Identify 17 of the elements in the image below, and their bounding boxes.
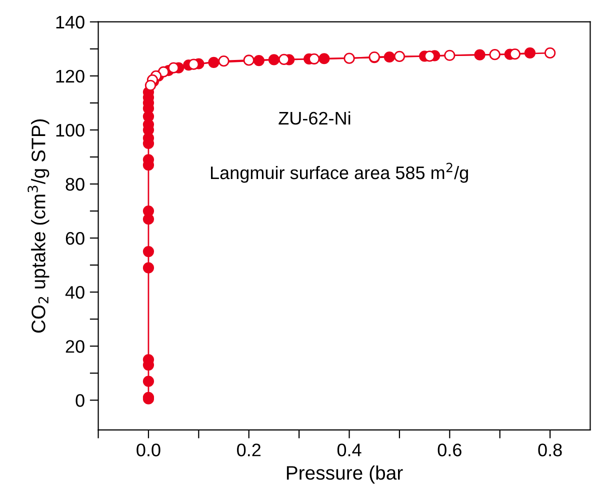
x-tick-label: 0.4 [337, 444, 362, 456]
y-tick-label: 100 [56, 124, 84, 137]
annotation: ZU-62-Ni [278, 111, 350, 125]
x-tick-label: 0.8 [538, 444, 562, 456]
x-tick-label: 0.6 [438, 444, 462, 456]
y-tick-label: 140 [56, 16, 84, 29]
y-tick-label: 0 [76, 394, 84, 407]
x-tick-label: 0.0 [136, 444, 160, 456]
y-axis-title: CO$_{2}$ uptake (cm$^{3}$/g STP) [28, 119, 50, 333]
x-tick-label: 0.2 [237, 444, 261, 456]
x-axis-title: Pressure (bar [286, 465, 403, 484]
annotation: Langmuir surface area 585 m$^{2}$/g [210, 162, 468, 183]
y-tick-label: 40 [65, 286, 84, 299]
y-tick-label: 60 [66, 232, 84, 245]
y-tick-label: 20 [66, 340, 84, 353]
y-tick-label: 120 [56, 70, 84, 83]
y-tick-label: 80 [66, 178, 84, 191]
